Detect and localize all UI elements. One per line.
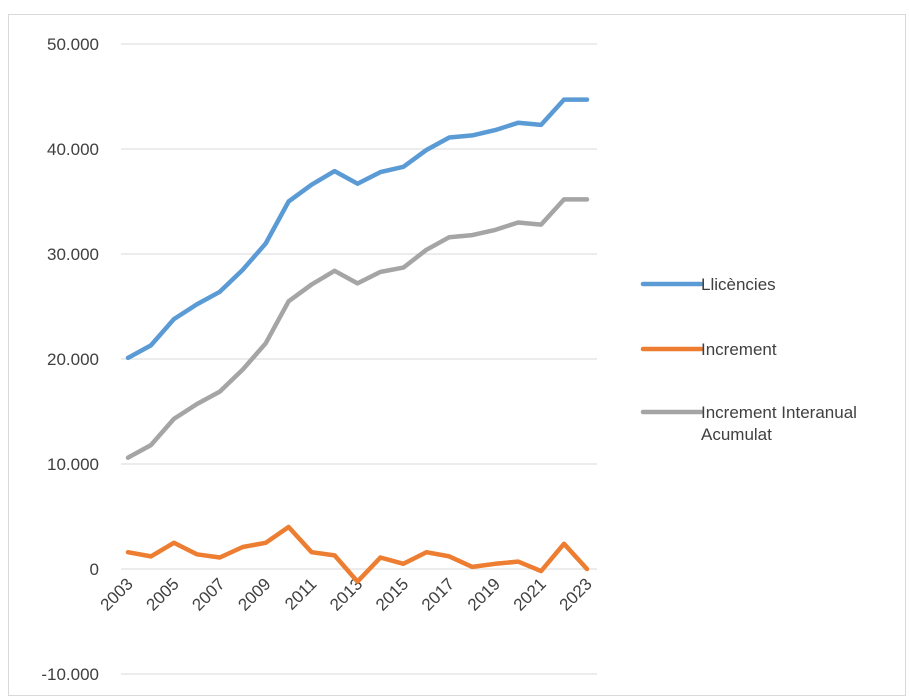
x-tick-label: 2021 [510,574,550,614]
line-chart: -10.000 0 10.000 20.000 30.000 40.000 50.000 2… [41,35,857,684]
y-tick-label: 20.000 [47,350,99,369]
x-axis-tick-labels: 2003 2005 2007 2009 2011 2013 2015 2017 2019 2021… [97,574,596,614]
y-axis-tick-labels: -10.000 0 10.000 20.000 30.000 40.000 50.000 [41,35,99,684]
legend-label: Llicències [701,275,776,294]
y-tick-label: 30.000 [47,245,99,264]
x-tick-label: 2009 [234,574,274,614]
series-lines [125,97,590,584]
legend: Llicències Increment Increment Interanual A… [640,275,857,444]
series-line-2 [125,524,590,584]
x-tick-label: 2023 [556,574,596,614]
x-tick-label: 2015 [372,574,412,614]
chart-area: -10.000 0 10.000 20.000 30.000 40.000 50.000 2… [8,14,906,696]
x-tick-label: 2011 [281,574,320,613]
gridlines [121,43,597,675]
x-tick-label: 2003 [97,574,137,614]
x-tick-label: 2005 [143,574,183,614]
legend-label: Increment [701,340,777,359]
x-tick-label: 2017 [418,574,458,614]
legend-label: Increment Interanual Acumulat [701,403,857,444]
y-tick-label: 0 [90,560,99,579]
x-tick-label: 2007 [188,574,228,614]
y-tick-label: 10.000 [47,455,99,474]
y-tick-label: -10.000 [41,665,99,684]
y-tick-label: 50.000 [47,35,99,54]
series-line-1 [125,97,590,361]
x-tick-label: 2019 [464,574,504,614]
y-tick-label: 40.000 [47,140,99,159]
series-line-3 [125,197,590,460]
